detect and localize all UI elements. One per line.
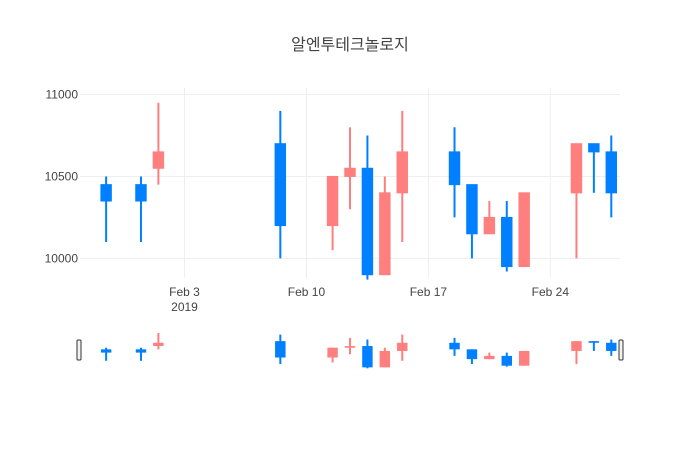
candle-body — [100, 184, 112, 202]
candle-body — [605, 151, 618, 194]
y-tick-label: 11000 — [46, 88, 79, 102]
candle-body — [483, 216, 496, 235]
mini-candle-body — [327, 347, 338, 358]
candle[interactable] — [379, 176, 391, 276]
candles[interactable] — [100, 102, 618, 280]
mini-candle-body — [397, 342, 408, 351]
mini-candle — [484, 352, 495, 360]
candle[interactable] — [274, 110, 287, 259]
mini-candle — [518, 350, 530, 366]
x-tick-label: Feb 3 — [169, 285, 200, 299]
candle[interactable] — [100, 176, 112, 242]
candle[interactable] — [570, 143, 583, 259]
candle-body — [326, 175, 339, 227]
mini-candle — [275, 334, 286, 365]
candle-body — [396, 151, 408, 194]
mini-candle-body — [362, 346, 373, 368]
mini-candle-body — [484, 355, 495, 360]
mini-candle — [327, 347, 338, 363]
chart-title: 알엔투테크놀로지 — [291, 35, 409, 54]
mini-candle — [606, 339, 617, 356]
candle-body — [518, 192, 530, 268]
candle-body — [588, 143, 600, 153]
x-tick-sublabel: 2019 — [171, 300, 198, 314]
mini-candle — [344, 337, 356, 355]
mini-candle — [153, 332, 164, 350]
mini-candle — [100, 347, 112, 361]
mini-candle — [397, 334, 408, 361]
candle-body — [501, 216, 513, 268]
candle-body — [379, 192, 391, 276]
mini-candle — [135, 347, 147, 361]
candle-body — [274, 143, 287, 227]
y-axis: 10000 10500 11000 — [45, 88, 79, 266]
candle[interactable] — [483, 201, 496, 235]
mini-candle-body — [501, 355, 512, 366]
candle[interactable] — [326, 175, 339, 251]
mini-candle — [466, 349, 478, 365]
mini-candle-body — [466, 349, 478, 360]
mini-candle-body — [518, 350, 530, 366]
candle-body — [448, 151, 461, 186]
mini-candle — [571, 341, 582, 365]
candle[interactable] — [518, 192, 530, 268]
mini-candle-body — [606, 342, 617, 351]
range-slider-preview — [100, 332, 617, 369]
mini-candle — [449, 337, 460, 356]
candle-body — [466, 184, 478, 235]
candle[interactable] — [152, 102, 165, 185]
mini-candle-body — [344, 346, 356, 348]
candle-body — [152, 151, 165, 169]
mini-candle-body — [153, 342, 164, 347]
candle[interactable] — [466, 184, 478, 259]
candle[interactable] — [501, 201, 513, 272]
mini-candle — [379, 347, 391, 368]
mini-candle-body — [379, 350, 391, 368]
candle[interactable] — [588, 143, 600, 193]
candle[interactable] — [135, 176, 147, 242]
mini-candle-body — [588, 341, 600, 343]
y-tick-label: 10000 — [45, 251, 79, 265]
mini-candle-body — [275, 341, 286, 358]
mini-candle-body — [100, 349, 112, 353]
candle[interactable] — [605, 135, 618, 218]
range-slider[interactable] — [76, 330, 624, 369]
candle[interactable] — [396, 110, 408, 242]
mini-candle — [362, 339, 373, 369]
candle[interactable] — [361, 135, 374, 280]
range-slider-right-handle[interactable] — [618, 339, 624, 361]
mini-candle-body — [449, 342, 460, 350]
candle-body — [135, 184, 147, 202]
mini-candle — [501, 352, 512, 367]
gridlines — [80, 88, 620, 278]
mini-candle-body — [135, 349, 147, 353]
candle[interactable] — [344, 127, 356, 210]
x-tick-label: Feb 17 — [410, 285, 448, 299]
candle-body — [361, 167, 374, 276]
mini-candle-body — [571, 341, 582, 351]
candle-body — [344, 167, 356, 177]
x-tick-label: Feb 10 — [288, 285, 326, 299]
mini-candle — [588, 341, 600, 351]
x-tick-label: Feb 24 — [532, 285, 570, 299]
y-tick-label: 10500 — [45, 169, 79, 183]
candle[interactable] — [448, 127, 461, 218]
candle-body — [570, 143, 583, 194]
range-slider-left-handle[interactable] — [76, 339, 82, 361]
